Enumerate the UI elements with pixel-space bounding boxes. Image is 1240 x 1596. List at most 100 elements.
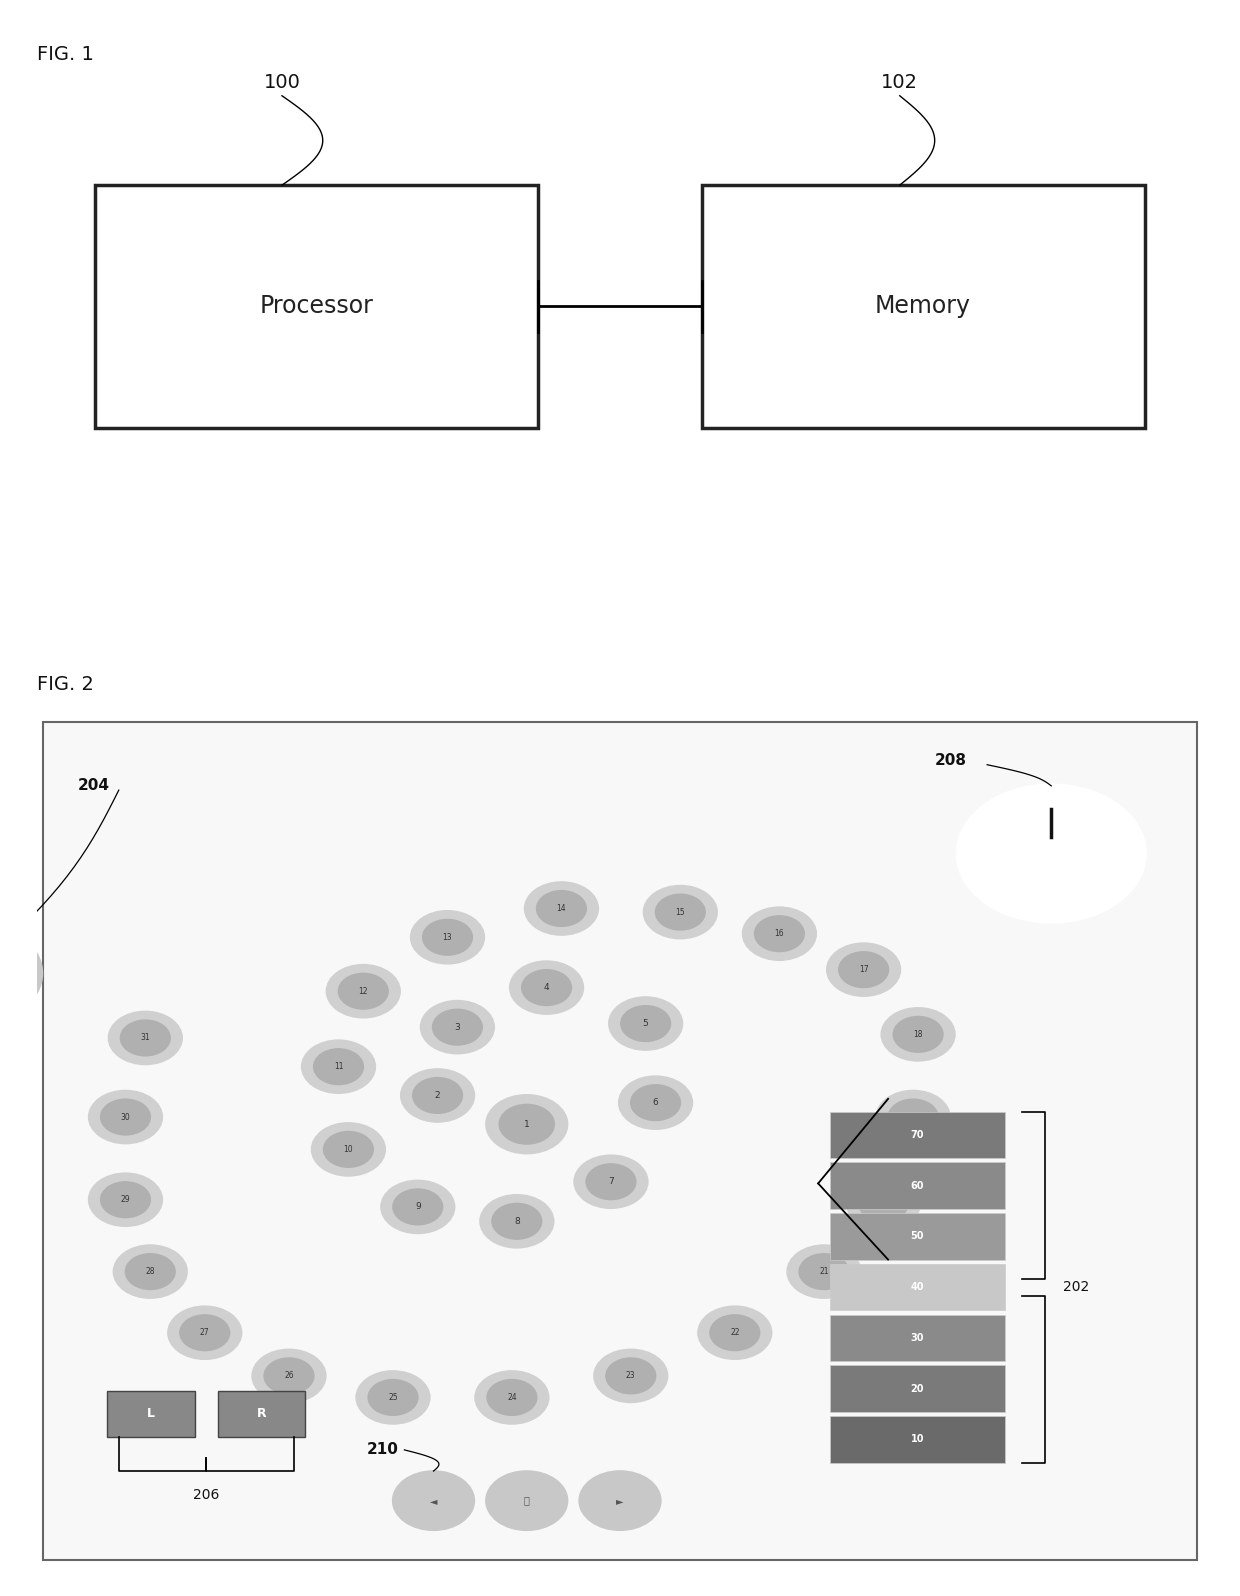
Text: 20: 20 bbox=[910, 1384, 924, 1393]
Circle shape bbox=[573, 1154, 649, 1210]
Circle shape bbox=[523, 881, 599, 935]
Circle shape bbox=[786, 1245, 862, 1299]
Text: 3: 3 bbox=[455, 1023, 460, 1031]
Circle shape bbox=[754, 915, 805, 953]
Circle shape bbox=[337, 972, 389, 1010]
Circle shape bbox=[179, 1314, 231, 1352]
Circle shape bbox=[655, 894, 706, 930]
Text: 23: 23 bbox=[626, 1371, 636, 1381]
Text: 102: 102 bbox=[882, 73, 919, 93]
Text: 10: 10 bbox=[910, 1435, 924, 1444]
Circle shape bbox=[167, 1306, 242, 1360]
Circle shape bbox=[88, 1173, 164, 1227]
Text: 11: 11 bbox=[334, 1063, 343, 1071]
Text: Memory: Memory bbox=[875, 294, 971, 319]
Circle shape bbox=[108, 1010, 184, 1065]
Circle shape bbox=[393, 1472, 474, 1531]
Circle shape bbox=[605, 1357, 656, 1395]
Text: 8: 8 bbox=[513, 1216, 520, 1226]
Circle shape bbox=[432, 1009, 484, 1045]
Text: 19: 19 bbox=[909, 1112, 918, 1122]
Circle shape bbox=[412, 1077, 464, 1114]
Circle shape bbox=[486, 1472, 568, 1531]
Circle shape bbox=[367, 1379, 419, 1416]
Text: 60: 60 bbox=[910, 1181, 924, 1191]
Circle shape bbox=[88, 1090, 164, 1144]
Text: 30: 30 bbox=[120, 1112, 130, 1122]
Circle shape bbox=[826, 942, 901, 998]
Bar bbox=[830, 1111, 1004, 1159]
Circle shape bbox=[474, 1369, 549, 1425]
Circle shape bbox=[252, 1349, 326, 1403]
Circle shape bbox=[113, 1245, 188, 1299]
Text: 208: 208 bbox=[935, 753, 967, 768]
Text: 17: 17 bbox=[859, 966, 868, 974]
Bar bbox=[702, 185, 1145, 428]
Text: 14: 14 bbox=[557, 903, 567, 913]
Circle shape bbox=[579, 1472, 661, 1531]
Circle shape bbox=[888, 1098, 939, 1136]
Text: 202: 202 bbox=[1063, 1280, 1089, 1294]
Circle shape bbox=[479, 1194, 554, 1248]
Bar bbox=[830, 1315, 1004, 1361]
Circle shape bbox=[410, 910, 485, 964]
Text: ◄: ◄ bbox=[430, 1495, 438, 1505]
Circle shape bbox=[0, 935, 24, 1010]
Text: 24: 24 bbox=[507, 1393, 517, 1401]
Text: 12: 12 bbox=[358, 986, 368, 996]
Text: 10: 10 bbox=[343, 1144, 353, 1154]
Circle shape bbox=[536, 891, 587, 927]
Circle shape bbox=[709, 1314, 760, 1352]
Text: 2: 2 bbox=[435, 1092, 440, 1100]
Circle shape bbox=[846, 1176, 921, 1231]
Circle shape bbox=[620, 1005, 671, 1042]
Circle shape bbox=[799, 1253, 849, 1290]
Bar bbox=[830, 1416, 1004, 1462]
Text: 26: 26 bbox=[284, 1371, 294, 1381]
Text: ►: ► bbox=[616, 1495, 624, 1505]
Text: 27: 27 bbox=[200, 1328, 210, 1337]
Text: 20: 20 bbox=[879, 1199, 888, 1208]
Text: L: L bbox=[146, 1408, 155, 1420]
Text: 6: 6 bbox=[652, 1098, 658, 1108]
Text: 22: 22 bbox=[730, 1328, 739, 1337]
Circle shape bbox=[100, 1098, 151, 1136]
Text: 50: 50 bbox=[910, 1231, 924, 1242]
Circle shape bbox=[858, 1184, 909, 1223]
Circle shape bbox=[322, 1132, 374, 1168]
Circle shape bbox=[100, 1181, 151, 1218]
Circle shape bbox=[120, 1020, 171, 1057]
Text: Processor: Processor bbox=[260, 294, 374, 319]
Circle shape bbox=[498, 1104, 556, 1144]
Circle shape bbox=[356, 1369, 430, 1425]
Circle shape bbox=[326, 964, 401, 1018]
Text: ⏸: ⏸ bbox=[523, 1495, 529, 1505]
Circle shape bbox=[125, 1253, 176, 1290]
Circle shape bbox=[521, 969, 572, 1005]
Circle shape bbox=[312, 1049, 365, 1085]
Text: 9: 9 bbox=[415, 1202, 420, 1211]
Text: 31: 31 bbox=[140, 1034, 150, 1042]
Circle shape bbox=[508, 961, 584, 1015]
Text: 16: 16 bbox=[775, 929, 784, 938]
Text: 21: 21 bbox=[820, 1267, 828, 1277]
Circle shape bbox=[301, 1039, 376, 1093]
Bar bbox=[218, 1390, 305, 1436]
Circle shape bbox=[585, 1163, 636, 1200]
Circle shape bbox=[697, 1306, 773, 1360]
Text: 206: 206 bbox=[193, 1487, 219, 1502]
Text: 18: 18 bbox=[914, 1029, 923, 1039]
Bar bbox=[95, 185, 538, 428]
Circle shape bbox=[420, 999, 495, 1055]
Circle shape bbox=[381, 1179, 455, 1234]
Text: 40: 40 bbox=[910, 1282, 924, 1293]
Text: 204: 204 bbox=[78, 779, 110, 793]
Text: 210: 210 bbox=[367, 1443, 398, 1457]
Circle shape bbox=[642, 884, 718, 940]
Circle shape bbox=[0, 921, 43, 1025]
Circle shape bbox=[263, 1357, 315, 1395]
Circle shape bbox=[987, 808, 1115, 900]
Text: 25: 25 bbox=[388, 1393, 398, 1401]
Circle shape bbox=[875, 1090, 951, 1144]
Text: 200: 200 bbox=[900, 1240, 931, 1254]
